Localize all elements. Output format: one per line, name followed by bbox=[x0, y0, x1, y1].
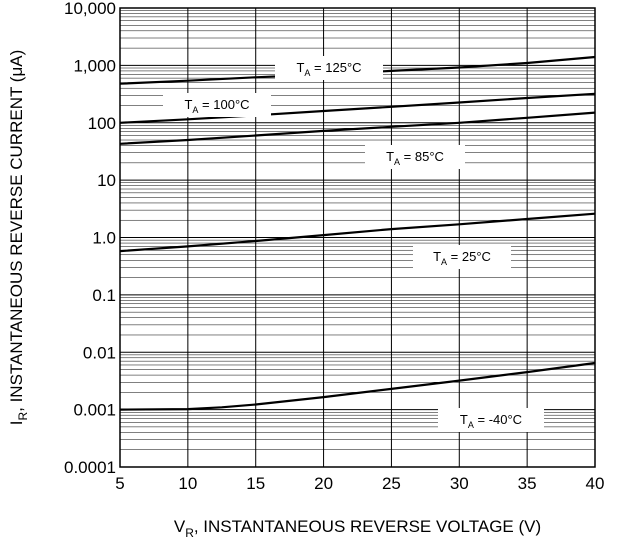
tick-labels: 5 10 15 20 25 30 35 40 0.0001 0.001 0.01 0.1 1.0 10 10… bbox=[64, 0, 604, 493]
x-tick-label: 40 bbox=[586, 474, 605, 493]
grid bbox=[120, 8, 595, 467]
y-tick-label: 1.0 bbox=[92, 229, 116, 248]
series-label-box-4 bbox=[438, 408, 544, 432]
series-line-1 bbox=[119, 92, 596, 124]
x-tick-label: 10 bbox=[178, 474, 197, 493]
series-labels: TA = 125°C TA = 100°C TA = 85°C TA = 25°C TA… bbox=[163, 56, 544, 432]
series-label-box-2 bbox=[365, 145, 465, 169]
x-tick-label: 35 bbox=[518, 474, 537, 493]
series-label-1: TA = 100°C bbox=[184, 97, 249, 115]
series-label-4: TA = -40°C bbox=[460, 412, 522, 430]
series-label-2: TA = 85°C bbox=[386, 149, 444, 167]
y-axis-label: IR, INSTANTANEOUS REVERSE CURRENT (μA) bbox=[7, 50, 30, 426]
x-tick-label: 20 bbox=[314, 474, 333, 493]
series-label-3: TA = 25°C bbox=[433, 249, 491, 267]
series-line-4 bbox=[119, 361, 596, 411]
x-axis-label: VR, INSTANTANEOUS REVERSE VOLTAGE (V) bbox=[174, 517, 541, 540]
y-tick-label: 0.01 bbox=[83, 343, 116, 362]
y-tick-label: 0.001 bbox=[73, 401, 116, 420]
y-tick-label: 1,000 bbox=[73, 56, 116, 75]
series-lines bbox=[119, 55, 596, 411]
plot-frame bbox=[119, 7, 596, 468]
y-tick-label: 10,000 bbox=[64, 0, 116, 18]
x-tick-label: 5 bbox=[115, 474, 124, 493]
y-tick-label: 100 bbox=[88, 114, 116, 133]
x-tick-label: 15 bbox=[246, 474, 265, 493]
series-line-3 bbox=[119, 212, 596, 253]
series-label-box-0 bbox=[275, 56, 383, 80]
series-label-box-1 bbox=[163, 93, 271, 117]
y-tick-label: 0.0001 bbox=[64, 458, 116, 477]
series-label-box-3 bbox=[413, 245, 511, 269]
x-tick-label: 25 bbox=[382, 474, 401, 493]
series-line-2 bbox=[119, 111, 596, 145]
plot-border bbox=[119, 7, 596, 468]
y-tick-label: 0.1 bbox=[92, 286, 116, 305]
x-tick-label: 30 bbox=[450, 474, 469, 493]
y-tick-label: 10 bbox=[97, 171, 116, 190]
series-label-0: TA = 125°C bbox=[296, 60, 361, 78]
